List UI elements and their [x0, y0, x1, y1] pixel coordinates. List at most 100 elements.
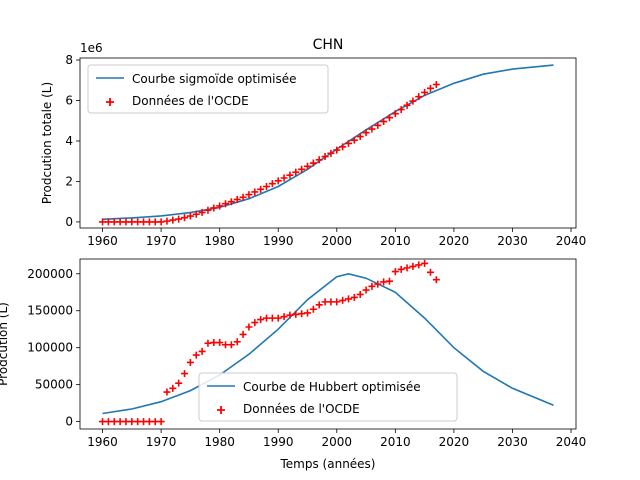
data-point-marker: [309, 159, 317, 167]
y-tick-label: 200000: [27, 267, 73, 281]
data-point-marker: [374, 121, 382, 129]
x-tick-label: 1970: [146, 435, 177, 449]
data-point-marker: [175, 215, 183, 223]
data-point-marker: [403, 101, 411, 109]
data-point-marker: [391, 110, 399, 118]
data-point-marker: [227, 198, 235, 206]
data-point-marker: [432, 81, 440, 89]
y-tick-label: 2: [65, 174, 73, 188]
data-point-marker: [263, 183, 271, 191]
data-point-marker: [263, 314, 271, 322]
data-point-marker: [292, 310, 300, 318]
y-tick-label: 6: [65, 94, 73, 108]
data-point-marker: [169, 384, 177, 392]
x-tick-label: 1980: [204, 234, 235, 248]
data-point-marker: [192, 351, 200, 359]
data-point-marker: [163, 217, 171, 225]
legend-marker-swatch: [106, 98, 114, 106]
legend-box: [198, 372, 458, 422]
x-tick-label: 1970: [146, 234, 177, 248]
data-point-marker: [245, 323, 253, 331]
data-point-marker: [239, 330, 247, 338]
x-tick-label: 2000: [322, 435, 353, 449]
data-point-marker: [157, 218, 165, 226]
data-point-marker: [368, 125, 376, 133]
data-point-marker: [145, 418, 153, 426]
cumulative-production-chart: 1960 1970 1980 1990 2000 2010 2020 2030 2040 0 2 4 6…: [40, 41, 586, 248]
data-point-marker: [350, 293, 358, 301]
data-point-marker: [327, 149, 335, 157]
data-point-marker: [415, 93, 423, 101]
data-point-marker: [116, 218, 124, 226]
x-tick-label: 2030: [497, 435, 528, 449]
data-point-marker: [339, 296, 347, 304]
data-point-marker: [216, 339, 224, 347]
data-point-marker: [210, 339, 218, 347]
data-point-marker: [391, 268, 399, 276]
data-point-marker: [268, 314, 276, 322]
annual-production-chart: 1960 1970 1980 1990 2000 2010 2020 2030 2040 0 500…: [0, 258, 586, 471]
data-point-marker: [169, 216, 177, 224]
data-point-marker: [181, 370, 189, 378]
data-point-marker: [163, 388, 171, 396]
legend: Courbe sigmoïde optimisée Données de l'OC…: [87, 64, 329, 114]
axes-frame: [79, 57, 577, 229]
data-point-marker: [192, 210, 200, 218]
data-point-marker: [397, 265, 405, 273]
axes-frame: [79, 258, 577, 430]
data-point-marker: [409, 97, 417, 105]
data-point-marker: [339, 143, 347, 151]
x-axis-label: Temps (années): [280, 457, 376, 471]
x-tick-label: 1990: [263, 234, 294, 248]
data-point-marker: [356, 290, 364, 298]
data-point-marker: [110, 218, 118, 226]
y-axis-offset-label: 1e6: [80, 41, 103, 55]
data-point-marker: [116, 418, 124, 426]
data-point-marker: [210, 204, 218, 212]
x-tick-label: 2030: [497, 234, 528, 248]
data-point-marker: [128, 418, 136, 426]
data-point-marker: [432, 276, 440, 284]
data-point-marker: [175, 379, 183, 387]
data-point-marker: [362, 286, 370, 294]
legend-label: Données de l'OCDE: [243, 402, 360, 416]
y-tick-label: 8: [65, 53, 73, 67]
oecd-data-points: [99, 259, 440, 426]
data-point-marker: [151, 218, 159, 226]
data-point-marker: [280, 313, 288, 321]
data-point-marker: [333, 298, 341, 306]
y-tick-label: 0: [65, 415, 73, 429]
data-point-marker: [304, 309, 312, 317]
data-point-marker: [344, 139, 352, 147]
y-tick-label: 50000: [35, 378, 73, 392]
data-point-marker: [321, 298, 329, 306]
data-point-marker: [151, 418, 159, 426]
data-point-marker: [415, 261, 423, 269]
data-point-marker: [421, 259, 429, 267]
data-point-marker: [257, 185, 265, 193]
data-point-marker: [321, 153, 329, 161]
data-point-marker: [380, 118, 388, 126]
x-tick-label: 1960: [87, 435, 118, 449]
data-point-marker: [104, 418, 112, 426]
data-point-marker: [426, 268, 434, 276]
data-point-marker: [298, 310, 306, 318]
data-point-marker: [356, 133, 364, 141]
data-point-marker: [274, 177, 282, 185]
data-point-marker: [128, 218, 136, 226]
model-curve-line: [102, 272, 554, 415]
data-point-marker: [315, 156, 323, 164]
data-point-marker: [251, 319, 259, 327]
x-tick-label: 2020: [439, 234, 470, 248]
data-point-marker: [122, 418, 130, 426]
data-point-marker: [181, 214, 189, 222]
data-point-marker: [426, 84, 434, 92]
data-point-marker: [286, 171, 294, 179]
y-tick-label: 150000: [27, 304, 73, 318]
data-point-marker: [309, 305, 317, 313]
data-point-marker: [140, 418, 148, 426]
data-point-marker: [280, 174, 288, 182]
data-point-marker: [198, 347, 206, 355]
data-point-marker: [274, 314, 282, 322]
y-tick-label: 100000: [27, 341, 73, 355]
